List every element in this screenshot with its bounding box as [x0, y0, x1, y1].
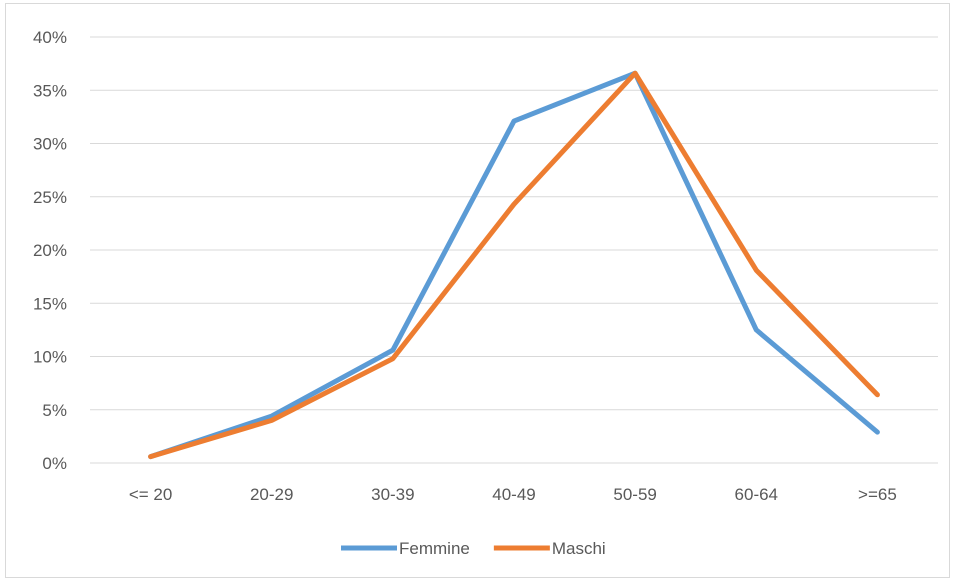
x-tick-label: 60-64	[735, 485, 778, 504]
chart-frame	[5, 3, 950, 578]
legend: Femmine Maschi	[341, 539, 606, 558]
x-tick-label: >=65	[858, 485, 897, 504]
series-line-maschi	[148, 70, 880, 460]
y-tick-label: 40%	[33, 28, 67, 47]
gridlines	[90, 36, 938, 464]
y-axis-tick-labels: 0% 5% 10% 15% 20% 25% 30% 35% 40%	[33, 28, 67, 473]
x-axis-tick-labels: <= 20 20-29 30-39 40-49 50-59 60-64 >=65	[129, 485, 897, 504]
y-tick-label: 20%	[33, 241, 67, 260]
x-tick-label: 20-29	[250, 485, 293, 504]
y-tick-label: 0%	[42, 454, 67, 473]
y-tick-label: 5%	[42, 401, 67, 420]
x-tick-label: 40-49	[492, 485, 535, 504]
y-tick-label: 35%	[33, 81, 67, 100]
y-tick-label: 25%	[33, 188, 67, 207]
y-tick-label: 30%	[33, 135, 67, 154]
y-tick-label: 15%	[33, 294, 67, 313]
x-tick-label: 30-39	[371, 485, 414, 504]
y-tick-label: 10%	[33, 348, 67, 367]
x-tick-label: <= 20	[129, 485, 173, 504]
legend-label-femmine: Femmine	[399, 539, 470, 558]
x-tick-label: 50-59	[613, 485, 656, 504]
legend-label-maschi: Maschi	[552, 539, 606, 558]
series-line-femmine	[148, 70, 880, 460]
series-lines	[148, 70, 880, 460]
